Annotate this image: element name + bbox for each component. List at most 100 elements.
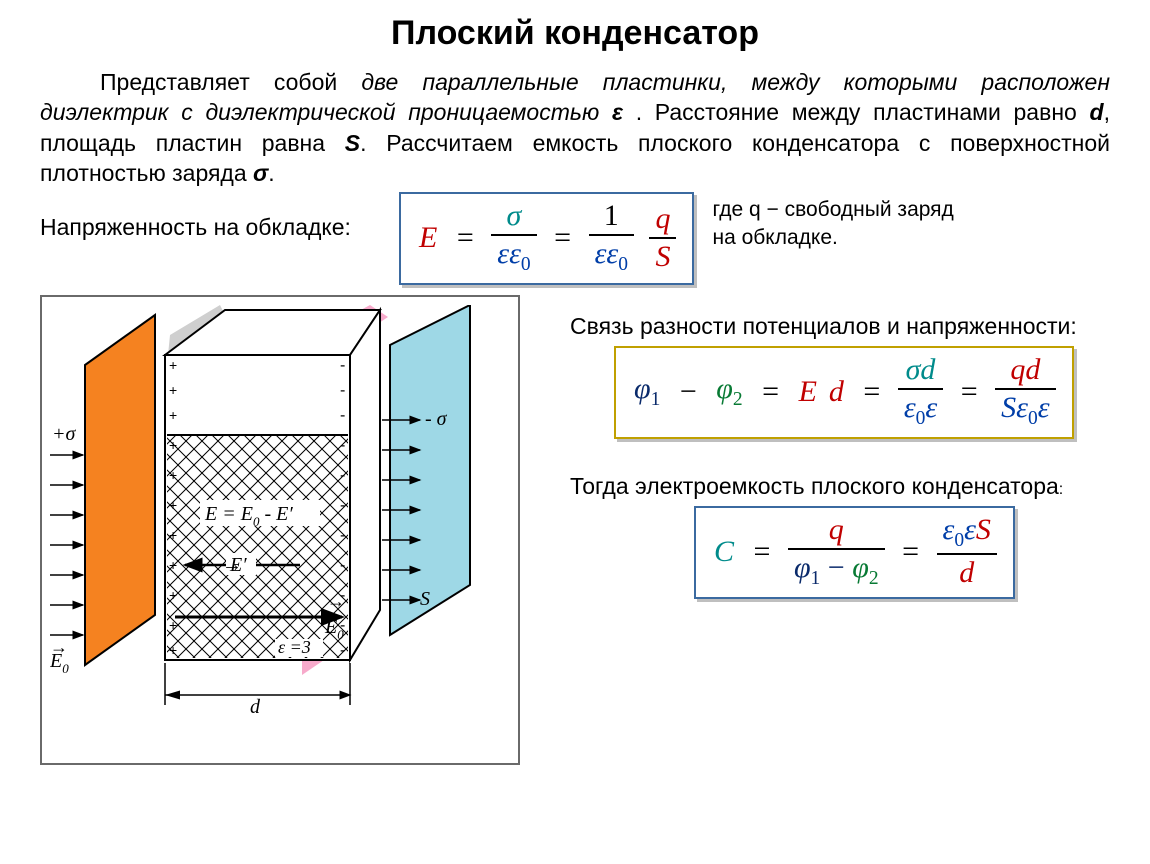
intro-dot: .: [268, 160, 274, 186]
frac-1-ee0: 1 εε0: [585, 200, 638, 275]
svg-text:-: -: [340, 642, 345, 659]
sym-C: C: [708, 536, 740, 568]
formula-box-C-wrap: C = q φ1 − φ2 = ε0εS d: [690, 506, 1110, 599]
note-free-charge: где q − свободный заряд на обкладке.: [694, 192, 953, 250]
svg-text:-: -: [340, 407, 345, 424]
formula-box-phi: φ1 − φ2 = Ed = σd ε0ε = qd Sε0ε: [614, 346, 1074, 439]
note-line1-text: где q − свободный заряд: [712, 198, 953, 221]
svg-text:+: +: [169, 617, 177, 633]
formula-box-E: E = σ εε0 = 1 εε0 q S: [399, 192, 694, 285]
svg-text:+: +: [169, 497, 177, 513]
text3a: Тогда электроемкость плоского конденсато…: [570, 473, 1059, 499]
den-S: S: [649, 239, 676, 273]
num-sigma: σ: [491, 200, 536, 236]
svg-text:+: +: [169, 527, 177, 543]
num-sigmad: σd: [898, 354, 943, 390]
capacitor-svg: +++ +++ +++ ++ --- --- --- --: [50, 305, 510, 725]
eq3-1: =: [748, 536, 777, 568]
frac-q-S: q S: [645, 203, 680, 272]
text3b: :: [1059, 481, 1063, 498]
sym-E: E: [413, 222, 443, 254]
eq3-2: =: [896, 536, 925, 568]
den-ee0-2-text: εε: [595, 237, 619, 270]
intro-S: S: [345, 130, 360, 156]
label-field-on-plate: Напряженность на обкладке:: [40, 192, 395, 241]
svg-text:-: -: [340, 557, 345, 574]
intro-paragraph: Представляет собой две параллельные плас…: [40, 67, 1110, 188]
eq2-3: =: [955, 376, 984, 408]
num-1: 1: [589, 200, 634, 236]
Ed: E: [793, 376, 823, 408]
svg-text:-: -: [340, 467, 345, 484]
den-ee0: εε0: [491, 236, 536, 275]
den-se0e: Sε0ε: [995, 390, 1055, 429]
label-sigma-plus: +σ: [52, 423, 76, 445]
frac-e0eS-d: ε0εS d: [933, 514, 1001, 589]
intro-t1: Представляет собой: [100, 69, 361, 95]
intro-t2: . Расстояние между пластинами равно: [623, 99, 1090, 125]
eq2-1: =: [756, 376, 785, 408]
svg-text:+: +: [169, 557, 177, 573]
lower-block: +++ +++ +++ ++ --- --- --- --: [40, 295, 1110, 765]
arrows-left-out: [50, 455, 83, 635]
page-title: Плоский конденсатор: [40, 14, 1110, 53]
label-eps3: ε =3: [278, 637, 311, 657]
frac-qd-se0e: qd Sε0ε: [991, 354, 1059, 429]
den-e0e: ε0ε: [898, 390, 943, 429]
num-q: q: [649, 203, 676, 239]
den-d: d: [937, 555, 997, 589]
d: d: [823, 376, 850, 408]
plate-right: [390, 305, 470, 635]
phi1: φ1: [628, 373, 666, 410]
svg-text:-: -: [340, 382, 345, 399]
phi2: φ2: [710, 373, 748, 410]
note-line2: на обкладке.: [712, 226, 953, 250]
svg-text:-: -: [340, 497, 345, 514]
capacitor-diagram: +++ +++ +++ ++ --- --- --- --: [40, 295, 520, 765]
label-sigma-minus: - σ: [425, 408, 448, 430]
plate-left: [85, 315, 155, 665]
hatch-region: [167, 435, 348, 658]
text-capacitance: Тогда электроемкость плоского конденсато…: [570, 473, 1110, 500]
intro-eps: ε: [612, 99, 623, 125]
frac-sigma-ee0: σ εε0: [487, 200, 540, 275]
page: Плоский конденсатор Представляет собой д…: [0, 0, 1150, 765]
eq2-2: =: [857, 376, 886, 408]
den-ee0-2-sub: 0: [618, 254, 628, 275]
svg-text:+: +: [169, 467, 177, 483]
label-Eprime2: E′: [229, 554, 247, 576]
frac-sigmad: σd ε0ε: [894, 354, 947, 429]
den-ee0-2: εε0: [589, 236, 634, 275]
label-d: d: [250, 696, 261, 718]
formula-box-phi-wrap: φ1 − φ2 = Ed = σd ε0ε = qd Sε0ε: [610, 346, 1110, 439]
intro-sigma: σ: [253, 160, 268, 186]
frac-q-dphi: q φ1 − φ2: [784, 514, 889, 589]
svg-text:+: +: [169, 382, 177, 398]
formula-box-C: C = q φ1 − φ2 = ε0εS d: [694, 506, 1015, 599]
minus: −: [674, 376, 703, 408]
label-E0-in: →: [327, 591, 345, 611]
label-S: S: [420, 588, 430, 610]
row-field-on-plate: Напряженность на обкладке: E = σ εε0 = 1…: [40, 192, 1110, 285]
num-e0eS: ε0εS: [937, 514, 997, 555]
right-column: Связь разности потенциалов и напряженнос…: [540, 295, 1110, 765]
diagram-column: +++ +++ +++ ++ --- --- --- --: [40, 295, 540, 765]
num-qd: qd: [995, 354, 1055, 390]
svg-text:+: +: [169, 357, 177, 373]
svg-text:+: +: [169, 642, 177, 658]
svg-text:-: -: [340, 357, 345, 374]
den-ee0-text: εε: [497, 237, 521, 270]
svg-text:+: +: [169, 437, 177, 453]
text-potential-diff: Связь разности потенциалов и напряженнос…: [570, 313, 1110, 340]
intro-d: d: [1090, 99, 1104, 125]
sym-eq1: =: [451, 222, 480, 254]
svg-text:+: +: [169, 587, 177, 603]
svg-text:-: -: [340, 527, 345, 544]
note-line1: где q − свободный заряд: [712, 198, 953, 222]
svg-text:-: -: [340, 437, 345, 454]
sym-eq2: =: [548, 222, 577, 254]
den-dphi: φ1 − φ2: [788, 550, 885, 589]
den-ee0-sub: 0: [521, 254, 531, 275]
svg-text:+: +: [169, 407, 177, 423]
num-q: q: [788, 514, 885, 550]
